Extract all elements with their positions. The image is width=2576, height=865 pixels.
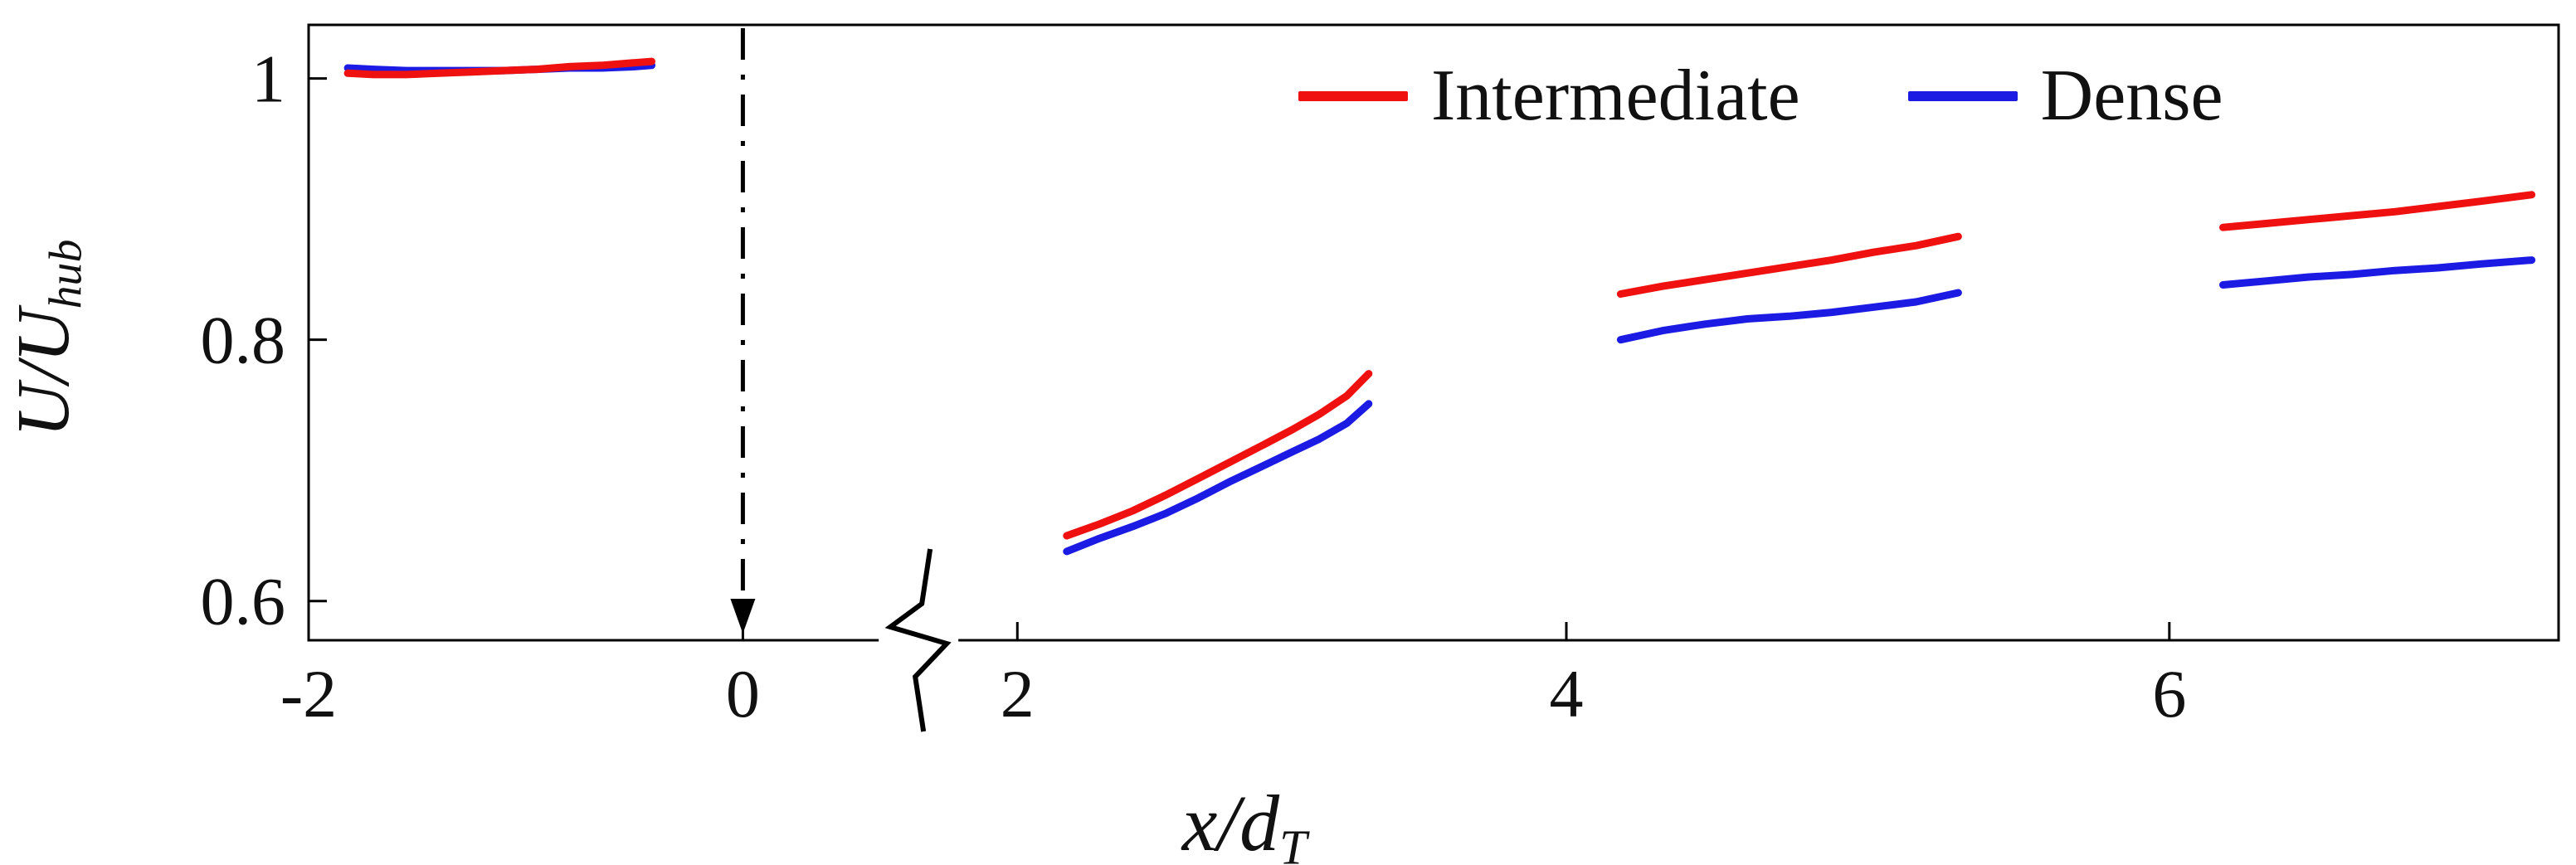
series-line-intermediate [1616,232,1962,298]
plot-border [307,23,2560,642]
series-line-intermediate [2219,191,2536,231]
legend: Intermediate Dense [1298,60,2223,133]
y-tick-label: 1 [251,41,285,117]
x-tick-label: -2 [280,656,337,731]
x-axis-label: x/dT [1182,784,1307,865]
legend-item-dense: Dense [1907,56,2223,136]
series-line-intermediate [343,57,655,79]
y-axis-label: U/Uhub [2,239,92,438]
arrow-down-icon [730,599,756,634]
legend-item-intermediate: Intermediate [1298,60,1800,133]
legend-line-icon [1298,91,1408,101]
y-axis-label-sub: hub [40,239,92,309]
legend-line-icon [1907,91,2018,101]
series-line-dense [1616,289,1962,344]
y-axis-label-main: U/U [2,309,85,438]
x-axis-label-sub: T [1279,819,1307,865]
axis-break-icon [884,548,952,732]
legend-label-dense: Dense [2040,56,2223,136]
y-tick-label: 0.8 [201,303,286,378]
series-line-dense [1063,400,1373,556]
legend-label-intermediate: Intermediate [1431,56,1800,136]
x-tick-label: 2 [1001,656,1035,731]
y-tick-label: 0.6 [201,564,286,639]
x-tick-label: 4 [1550,656,1584,731]
series-line-intermediate [1063,370,1373,540]
x-tick-label: 6 [2152,656,2186,731]
x-axis-label-main: x/d [1181,779,1280,865]
series-line-dense [2219,256,2536,289]
x-tick-label: 0 [726,656,760,731]
